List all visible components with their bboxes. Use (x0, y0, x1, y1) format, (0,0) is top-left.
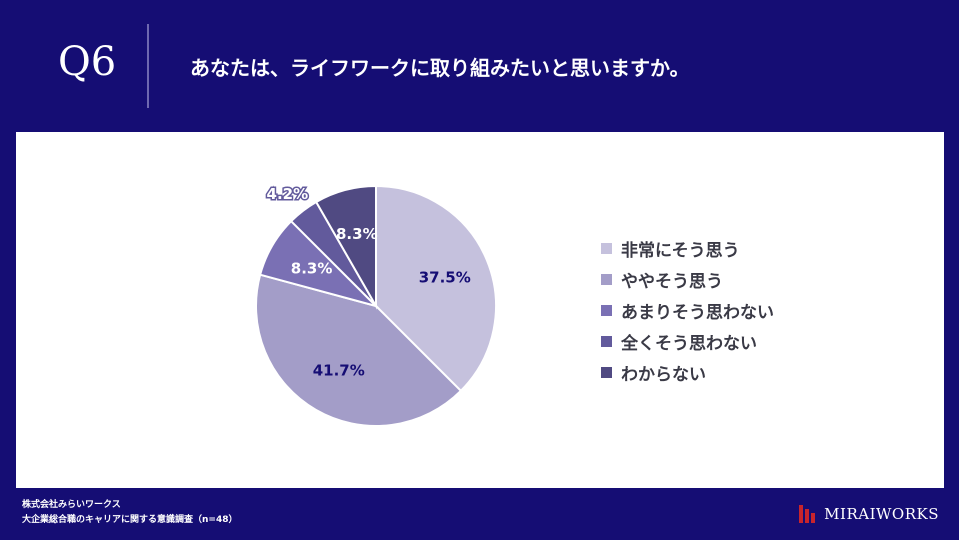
data-label-3: 8.3% (291, 260, 333, 278)
legend-item-2: ややそう思う (601, 264, 774, 295)
pie-slice-5 (314, 184, 377, 310)
header: Q6 あなたは、ライフワークに取り組みたいと思いますか。 (0, 0, 959, 130)
question-text: あなたは、ライフワークに取り組みたいと思いますか。 (190, 56, 690, 80)
legend-swatch (601, 243, 612, 254)
legend-label: 全くそう思わない (621, 334, 757, 354)
data-label-5: 8.3% (336, 225, 378, 243)
legend-swatch (601, 305, 612, 316)
data-label-4: 4.2% (267, 185, 309, 203)
question-number: Q6 (58, 39, 117, 85)
miraiworks-logo: MIRAIWORKS (799, 505, 939, 523)
legend-item-3: あまりそう思わない (601, 295, 774, 326)
legend-swatch (601, 336, 612, 347)
legend-label: あまりそう思わない (621, 303, 774, 323)
logo-mark-icon (799, 505, 817, 523)
legend-swatch (601, 274, 612, 285)
chart-legend: 非常にそう思う ややそう思うあまりそう思わない 全くそう思わない わからない (601, 233, 774, 388)
pie-chart: 37.5% 41.7% 8.3% 4.2% 8.3% (255, 184, 497, 427)
footer-company: 株式会社みらいワークス (22, 500, 121, 510)
legend-label: ややそう思う (621, 272, 723, 292)
legend-label: 非常にそう思う (621, 241, 740, 261)
logo-text: MIRAIWORKS (824, 505, 939, 523)
header-divider (147, 24, 149, 108)
legend-item-5: わからない (601, 357, 774, 388)
legend-label: わからない (621, 365, 706, 385)
data-label-1: 37.5% (419, 269, 471, 287)
footer-source: 株式会社みらいワークス 大企業総合職のキャリアに関する意識調査（n=48） (22, 498, 237, 528)
footer-survey: 大企業総合職のキャリアに関する意識調査（n=48） (22, 515, 238, 525)
legend-swatch (601, 367, 612, 378)
pie-slice-2 (255, 273, 463, 427)
legend-item-4: 全くそう思わない (601, 326, 774, 357)
data-label-2: 41.7% (313, 361, 365, 379)
legend-item-1: 非常にそう思う (601, 233, 774, 264)
pie-slice-1 (375, 184, 497, 393)
chart-panel: 37.5% 41.7% 8.3% 4.2% 8.3% 非常にそう思う ややそう思うあまりそ… (16, 132, 944, 488)
